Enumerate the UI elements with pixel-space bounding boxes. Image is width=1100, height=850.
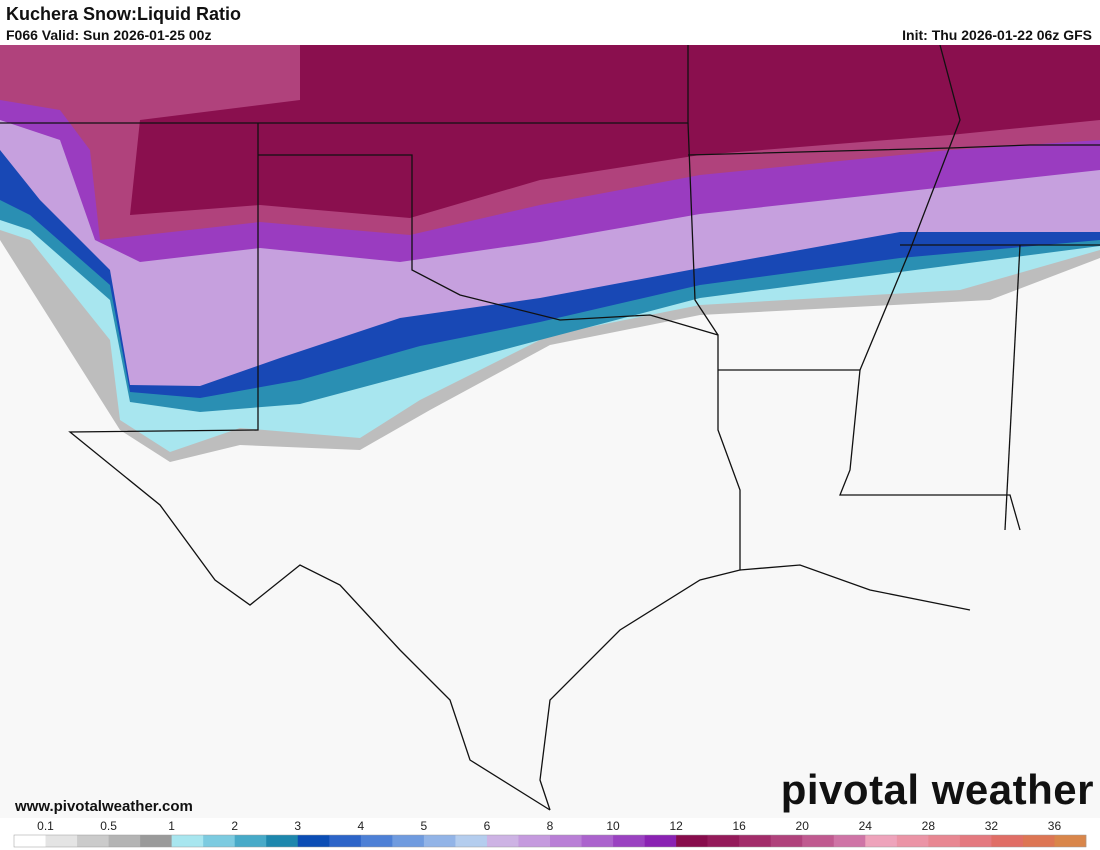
colorbar-swatch: [203, 835, 236, 847]
colorbar-swatch: [297, 835, 330, 847]
colorbar-swatch: [1022, 835, 1055, 847]
colorbar-swatch: [865, 835, 898, 847]
colorbar-label: 16: [732, 819, 746, 833]
colorbar-label: 4: [357, 819, 364, 833]
colorbar-label: 6: [484, 819, 491, 833]
colorbar-swatch: [329, 835, 362, 847]
colorbar-swatch: [234, 835, 267, 847]
init-time: Init: Thu 2026-01-22 06z GFS: [902, 27, 1092, 43]
colorbar-swatch: [676, 835, 708, 847]
colorbar-swatch: [423, 835, 456, 847]
colorbar: 0.1 0.5 1 2 3 4 5 6 8 10 12 16 20 24 28 32 36: [13, 819, 1087, 848]
colorbar-swatch: [739, 835, 772, 847]
brand: pivotal weather: [780, 766, 1094, 813]
colorbar-swatch: [45, 835, 78, 847]
colorbar-swatch: [613, 835, 645, 847]
colorbar-swatch: [77, 835, 109, 847]
colorbar-swatch: [991, 835, 1024, 847]
colorbar-label: 20: [796, 819, 810, 833]
colorbar-label: 8: [547, 819, 554, 833]
colorbar-label: 12: [669, 819, 683, 833]
colorbar-label: 0.1: [37, 819, 54, 833]
colorbar-swatch: [770, 835, 803, 847]
colorbar-swatch: [518, 835, 551, 847]
colorbar-label: 5: [421, 819, 428, 833]
colorbar-swatch: [707, 835, 740, 847]
colorbar-label: 32: [985, 819, 999, 833]
colorbar-swatch: [171, 835, 204, 847]
state-borders: [0, 45, 1100, 811]
colorbar-swatch: [266, 835, 299, 847]
colorbar-swatch: [550, 835, 582, 847]
colorbar-swatch: [486, 835, 519, 847]
colorbar-swatch: [644, 835, 677, 847]
map: [0, 45, 1100, 818]
colorbar-swatch: [360, 835, 393, 847]
colorbar-swatch: [1054, 835, 1087, 847]
colorbar-label: 36: [1048, 819, 1062, 833]
colorbar-label: 1: [168, 819, 175, 833]
colorbar-swatch: [959, 835, 992, 847]
colorbar-swatch: [802, 835, 835, 847]
colorbar-frame: [13, 834, 1087, 848]
colorbar-label: 28: [922, 819, 936, 833]
valid-time: F066 Valid: Sun 2026-01-25 00z: [6, 27, 212, 43]
colorbar-swatch: [928, 835, 961, 847]
colorbar-swatch: [14, 835, 46, 847]
colorbar-label: 0.5: [100, 819, 117, 833]
colorbar-label: 3: [294, 819, 301, 833]
colorbar-label: 10: [606, 819, 620, 833]
ratio-field-maroon: [130, 45, 1100, 218]
colorbar-label: 24: [859, 819, 873, 833]
website: www.pivotalweather.com: [15, 798, 193, 815]
colorbar-swatch: [896, 835, 929, 847]
colorbar-swatch: [392, 835, 425, 847]
colorbar-swatch: [140, 835, 172, 847]
colorbar-swatch: [108, 835, 141, 847]
colorbar-swatch: [455, 835, 488, 847]
map-title: Kuchera Snow:Liquid Ratio: [6, 4, 242, 24]
colorbar-swatch: [581, 835, 614, 847]
colorbar-label: 2: [231, 819, 238, 833]
colorbar-swatch: [833, 835, 866, 847]
